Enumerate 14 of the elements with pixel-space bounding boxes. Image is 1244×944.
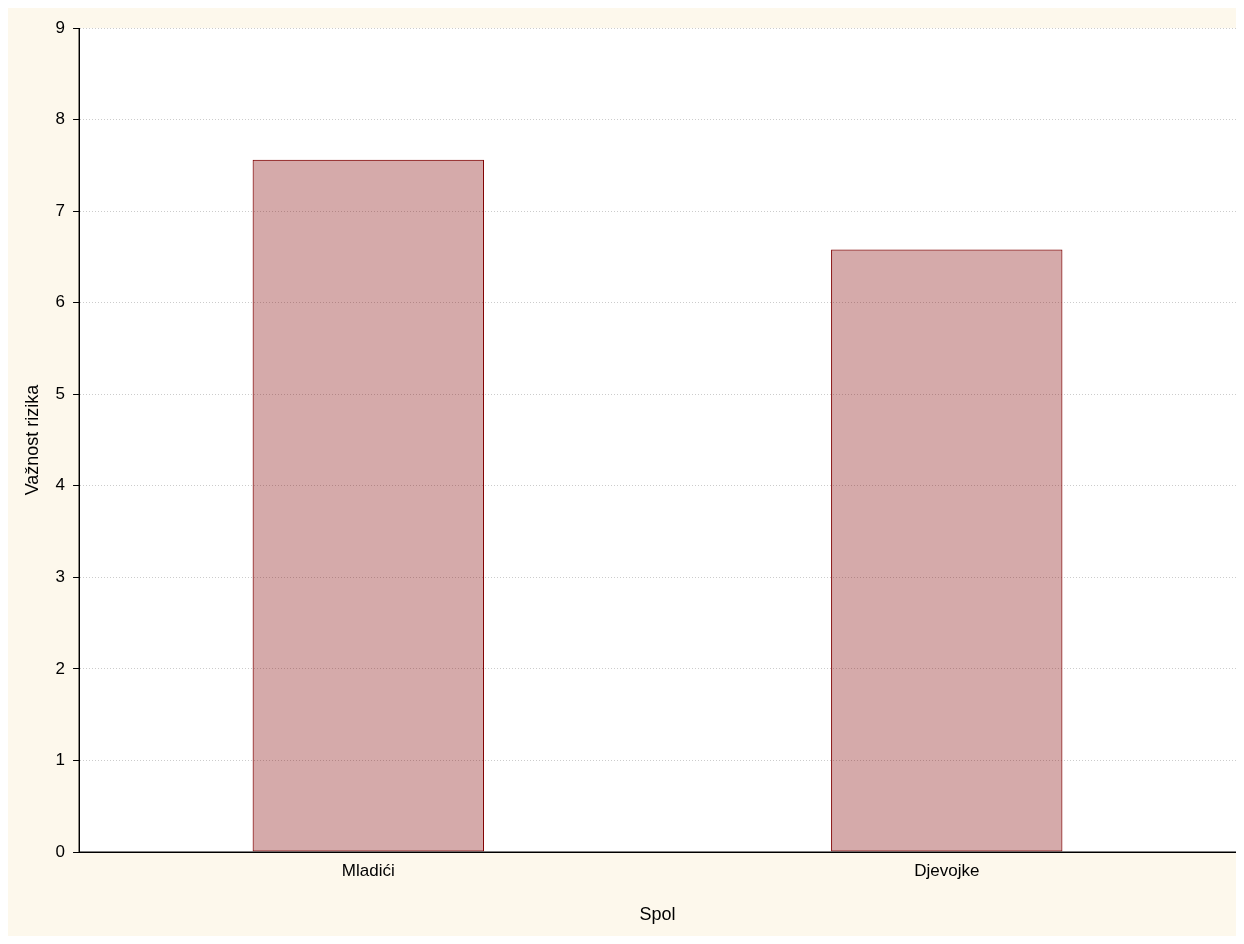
y-tick-label: 8 (55, 109, 66, 129)
y-tick-label: 1 (55, 750, 66, 770)
x-axis-title: Spol (639, 904, 676, 925)
x-tick-label: Mladići (341, 860, 395, 880)
y-tick-label: 9 (55, 17, 66, 37)
y-tick-label: 7 (55, 200, 66, 220)
y-tick-label: 0 (55, 841, 66, 861)
y-tick-label: 6 (55, 292, 66, 312)
y-tick-label: 5 (55, 383, 66, 403)
y-tick-label: 2 (55, 658, 66, 678)
y-tick-label: 4 (55, 475, 66, 495)
y-tick-label: 3 (55, 567, 66, 587)
y-axis-title: Važnost rizika (21, 383, 42, 496)
x-tick-label: Djevojke (914, 860, 980, 880)
